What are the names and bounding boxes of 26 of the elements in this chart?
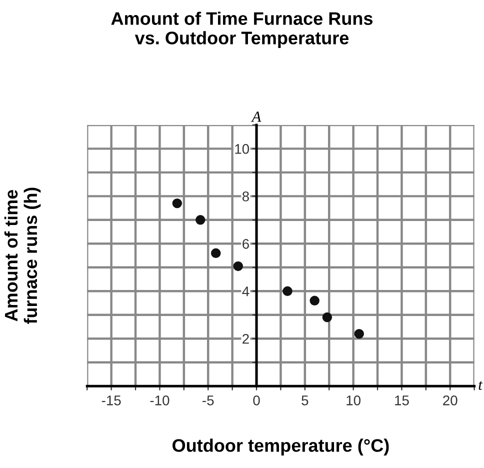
x-tick-label: 10 <box>346 395 360 406</box>
y-tick-label: 8 <box>242 192 249 202</box>
x-tick-label: 0 <box>253 395 260 406</box>
point <box>354 329 364 339</box>
y-tick-label: 4 <box>242 286 250 296</box>
y-tick-label: 2 <box>242 334 249 344</box>
x-tick-label: 5 <box>302 396 308 406</box>
y-tick-label: 10 <box>235 144 250 154</box>
y-tick-label: 6 <box>242 238 249 249</box>
point <box>196 215 206 225</box>
y-axis-title: Amount of time furnace runs (h) <box>4 188 41 324</box>
point <box>211 248 221 258</box>
text: t <box>478 381 483 390</box>
point <box>322 312 332 322</box>
chart-title: Amount of Time Furnace Runs vs. Outdoor Temperature <box>111 12 373 48</box>
x-axis-title: Outdoor temperature (°C) <box>172 438 389 456</box>
x-tick-label: 20 <box>443 395 458 406</box>
point <box>172 198 182 208</box>
point <box>310 296 320 306</box>
text: A <box>251 112 262 122</box>
x-tick-label: -5 <box>202 396 214 406</box>
x-tick-label: -15 <box>102 396 121 406</box>
point <box>233 261 243 272</box>
point <box>282 286 292 296</box>
x-tick-label: 15 <box>395 396 409 406</box>
x-tick-label: -10 <box>150 395 170 406</box>
